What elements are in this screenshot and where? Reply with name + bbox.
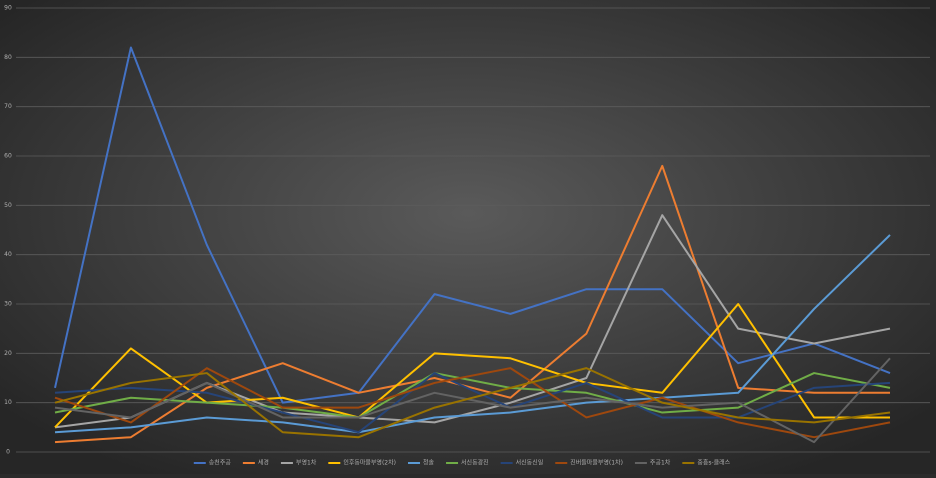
- y-tick-label: 90: [4, 5, 12, 12]
- legend-label: 청솔: [423, 459, 435, 467]
- y-tick-label: 30: [4, 301, 12, 308]
- series-line: [54, 234, 891, 434]
- series-line: [54, 372, 891, 419]
- legend-label: 중흥s-클래스: [697, 459, 730, 467]
- legend-label: 주공1차: [650, 459, 671, 467]
- y-tick-label: 80: [4, 54, 12, 61]
- series-line: [54, 303, 890, 429]
- series-line: [54, 164, 890, 444]
- series-line: [54, 357, 891, 444]
- legend-label: 인후동마을부영(2차): [343, 459, 396, 467]
- legend-label: 서신동광진: [461, 459, 489, 467]
- legend-label: 송천주공: [209, 459, 232, 467]
- legend-label: 서신동신일: [516, 459, 544, 467]
- y-tick-label: 70: [4, 103, 12, 110]
- legend-label: 세경: [258, 459, 269, 467]
- y-tick-label: 10: [4, 399, 12, 406]
- legend-label: 진버들마을부영(1차): [570, 459, 623, 467]
- y-tick-label: 20: [4, 350, 12, 357]
- legend-label: 부영1차: [296, 459, 317, 467]
- y-tick-label: 60: [4, 153, 12, 160]
- series-line: [54, 46, 891, 404]
- y-tick-label: 0: [6, 449, 10, 456]
- series-line: [54, 367, 891, 439]
- series-line: [54, 372, 891, 434]
- series-line: [54, 367, 891, 439]
- y-tick-label: 50: [4, 202, 12, 209]
- y-tick-label: 40: [4, 251, 12, 258]
